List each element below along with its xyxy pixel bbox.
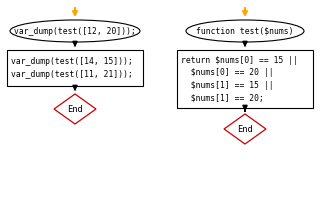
Text: End: End	[237, 124, 253, 133]
Text: return $nums[0] == 15 ||
  $nums[0] == 20 ||
  $nums[1] == 15 ||
  $nums[1] == 2: return $nums[0] == 15 || $nums[0] == 20 …	[181, 56, 298, 102]
Ellipse shape	[10, 20, 140, 42]
Polygon shape	[54, 94, 96, 124]
Bar	[7, 50, 143, 86]
Text: var_dump(test([14, 15]));
var_dump(test([11, 21]));: var_dump(test([14, 15])); var_dump(test(…	[11, 57, 133, 79]
Polygon shape	[224, 114, 266, 144]
Text: function test($nums): function test($nums)	[196, 27, 294, 35]
Bar	[177, 50, 313, 108]
Text: var_dump(test([12, 20]));: var_dump(test([12, 20]));	[14, 27, 136, 35]
Ellipse shape	[186, 20, 304, 42]
Text: End: End	[67, 105, 83, 113]
